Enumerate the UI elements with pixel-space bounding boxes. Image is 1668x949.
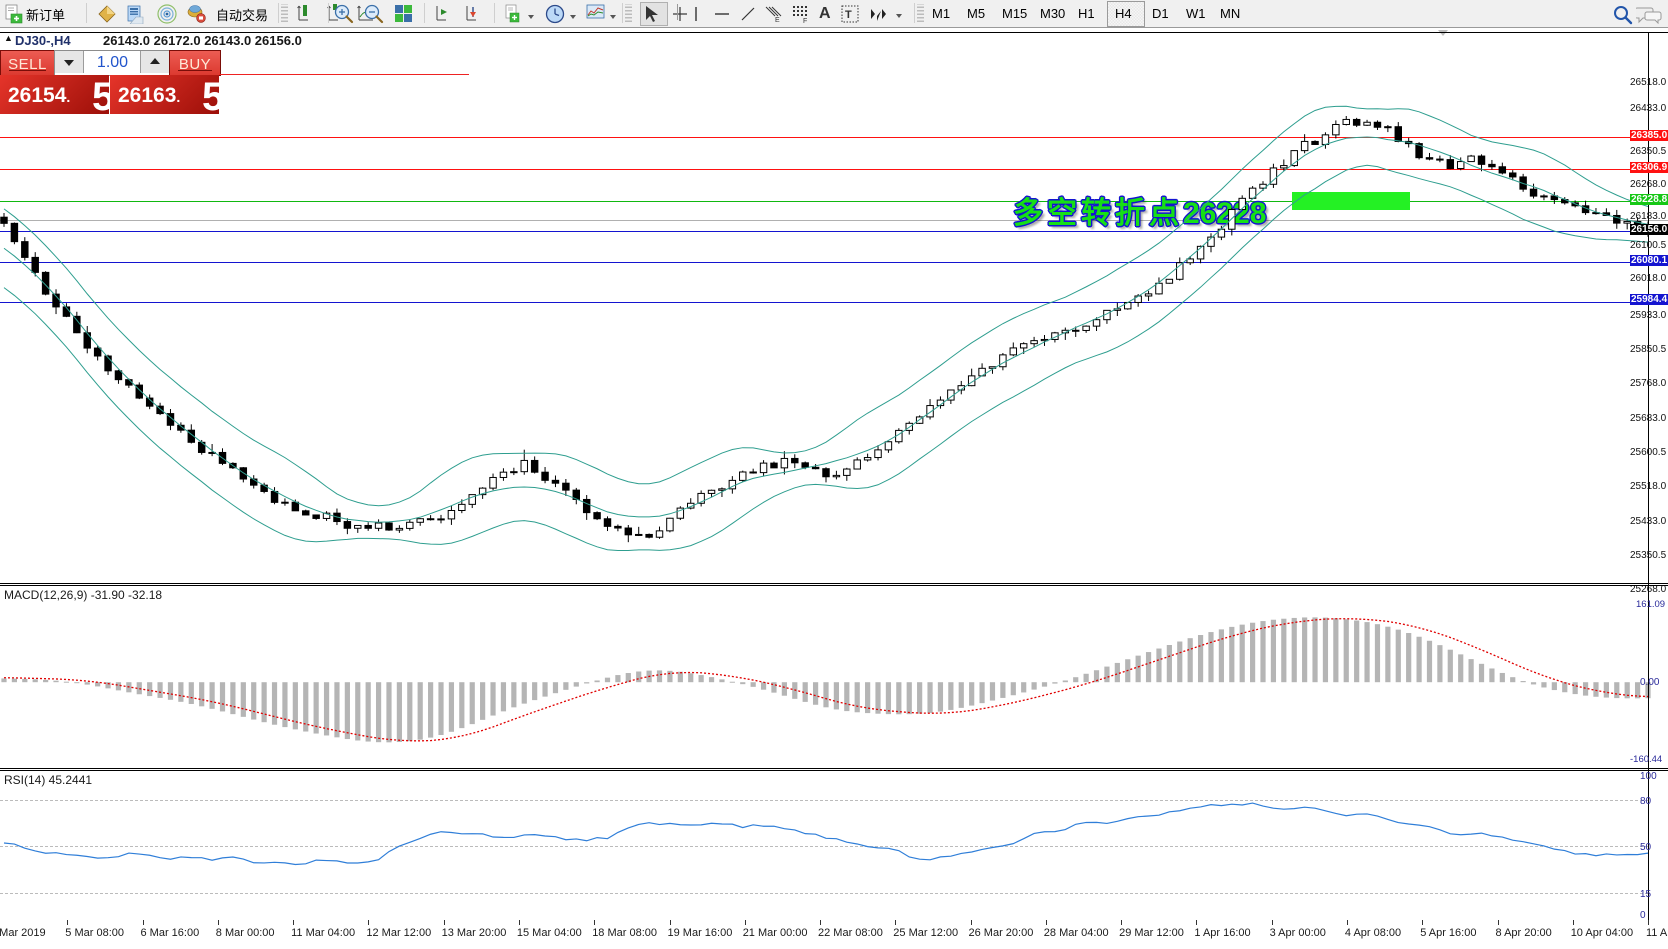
svg-text:F: F	[803, 18, 807, 24]
svg-text:E: E	[775, 17, 780, 24]
svg-text:T: T	[845, 9, 852, 21]
